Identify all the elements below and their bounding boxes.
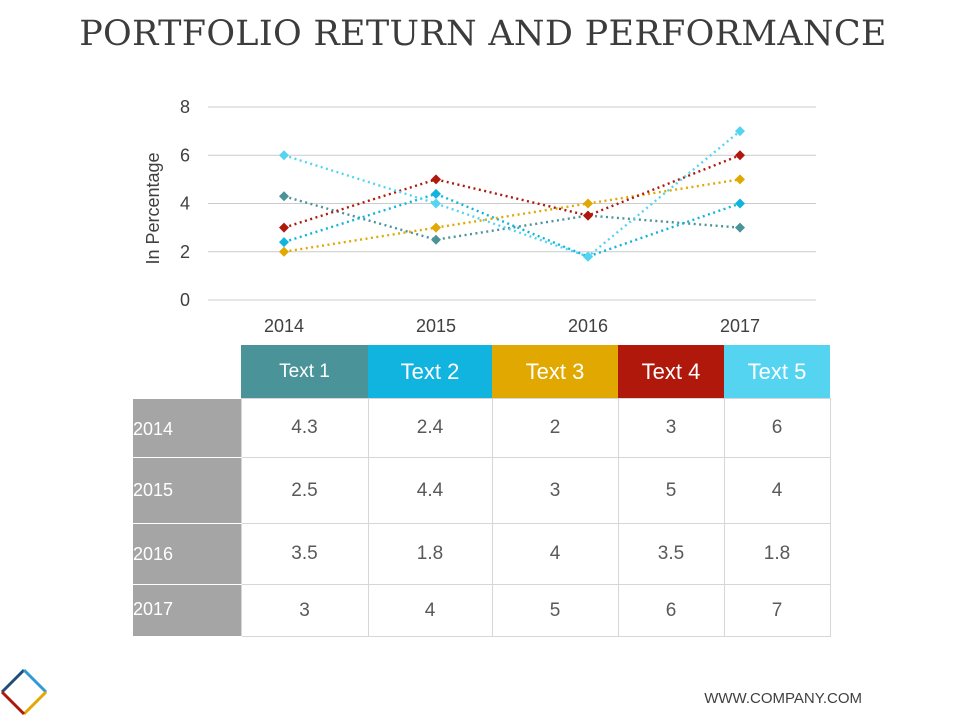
data-point-text-5 [735, 126, 745, 137]
table-cell: 3.5 [240, 523, 369, 585]
table-row: 2015 2.5 4.4 3 5 4 [133, 457, 831, 524]
x-tick-label: 2017 [720, 316, 760, 336]
table-cell: 3 [491, 457, 619, 524]
series-line-text-4 [283, 154, 741, 229]
table-cell: 5 [491, 584, 619, 637]
table-cell: 4 [723, 457, 831, 524]
table-cell: 6 [723, 398, 831, 458]
y-tick-label: 8 [180, 97, 190, 117]
y-tick-label: 6 [180, 145, 190, 165]
x-tick-label: 2014 [264, 316, 304, 336]
row-header-2017: 2017 [133, 584, 241, 637]
table-cell: 5 [617, 457, 725, 524]
table-cell: 4 [367, 584, 493, 637]
table-cell: 4.3 [240, 398, 369, 458]
data-point-text-3 [431, 222, 441, 233]
table-cell: 2.4 [367, 398, 493, 458]
table-cell: 1.8 [367, 523, 493, 585]
data-point-text-4 [279, 222, 289, 233]
col-header-text-1: Text 1 [241, 345, 368, 399]
table-cell: 7 [723, 584, 831, 637]
data-point-text-3 [735, 174, 745, 185]
page-title: PORTFOLIO RETURN AND PERFORMANCE [79, 14, 887, 54]
logo-edge-top-right [22, 668, 48, 694]
table-cell: 3.5 [617, 523, 725, 585]
line-chart: 0 2 4 6 8 2014 2015 2016 2017 In Percentage [143, 97, 816, 336]
logo-edge-bottom-left [0, 690, 26, 716]
col-header-text-3: Text 3 [492, 345, 618, 399]
table-row: 2016 3.5 1.8 4 3.5 1.8 [133, 523, 831, 585]
table-cell: 1.8 [723, 523, 831, 585]
row-header-2014: 2014 [133, 398, 241, 458]
col-header-text-4: Text 4 [618, 345, 724, 399]
table-row: 2014 4.3 2.4 2 3 6 [133, 398, 831, 458]
data-point-text-3 [279, 246, 289, 257]
x-tick-label: 2016 [568, 316, 608, 336]
x-tick-label: 2015 [416, 316, 456, 336]
logo-edge-bottom-right [22, 690, 48, 716]
data-point-text-4 [735, 150, 745, 161]
data-point-text-4 [583, 210, 593, 221]
row-header-2015: 2015 [133, 457, 241, 524]
table-cell: 2 [491, 398, 619, 458]
y-tick-label: 0 [180, 290, 190, 310]
series-line-text-3 [283, 178, 741, 253]
table-row: 2017 3 4 5 6 7 [133, 584, 831, 637]
y-tick-label: 2 [180, 242, 190, 262]
data-point-text-2 [431, 188, 441, 199]
footer-url: WWW.COMPANY.COM [704, 690, 862, 707]
company-logo-icon [0, 668, 48, 716]
data-point-text-5 [279, 150, 289, 161]
y-tick-label: 4 [180, 194, 190, 214]
data-point-text-1 [279, 191, 289, 202]
table-cell: 3 [240, 584, 369, 637]
table-cell: 4.4 [367, 457, 493, 524]
logo-edge-top-left [0, 668, 26, 694]
series-line-text-5 [283, 130, 741, 258]
data-point-text-4 [431, 174, 441, 185]
table-cell: 2.5 [240, 457, 369, 524]
y-axis-title: In Percentage [143, 152, 163, 264]
series-line-text-1 [283, 195, 741, 241]
row-header-2016: 2016 [133, 523, 241, 585]
col-header-text-2: Text 2 [368, 345, 492, 399]
data-point-text-3 [583, 198, 593, 209]
table-header-row: Text 1 Text 2 Text 3 Text 4 Text 5 [133, 345, 830, 399]
data-point-text-1 [735, 222, 745, 233]
data-point-text-2 [279, 237, 289, 248]
data-point-text-5 [431, 198, 441, 209]
data-point-text-5 [583, 251, 593, 262]
table-corner [133, 345, 241, 399]
table-cell: 6 [617, 584, 725, 637]
data-point-text-2 [735, 198, 745, 209]
table-cell: 3 [617, 398, 725, 458]
data-point-text-1 [431, 234, 441, 245]
data-table: Text 1 Text 2 Text 3 Text 4 Text 5 2014 … [133, 345, 831, 637]
col-header-text-5: Text 5 [724, 345, 830, 399]
table-cell: 4 [491, 523, 619, 585]
